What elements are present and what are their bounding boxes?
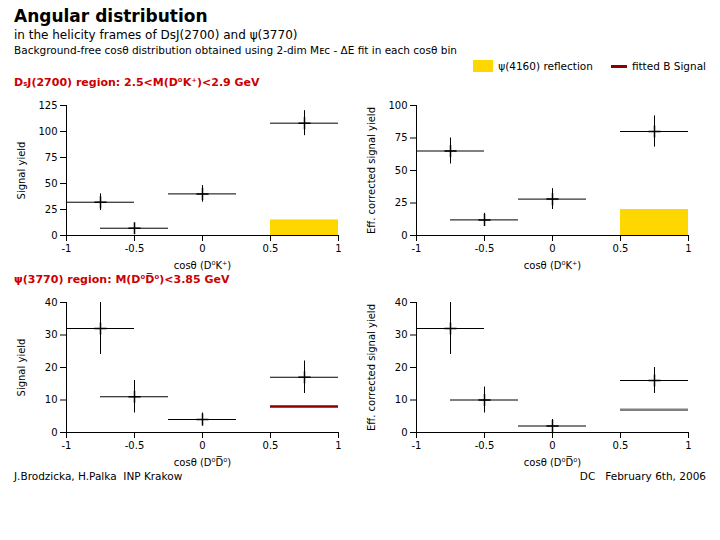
svg-text:40: 40 xyxy=(395,297,408,308)
svg-text:0.5: 0.5 xyxy=(263,243,279,254)
svg-text:0: 0 xyxy=(199,243,205,254)
svg-text:0: 0 xyxy=(401,230,407,241)
svg-text:0: 0 xyxy=(401,427,407,438)
svg-text:-0.5: -0.5 xyxy=(475,243,495,254)
svg-text:1: 1 xyxy=(335,440,341,451)
svg-text:0.5: 0.5 xyxy=(613,243,629,254)
html-text:J.Brodzicka, H.Palka INP Krako: J.Brodzicka, H.Palka INP Krakow xyxy=(14,470,183,482)
svg-text:30: 30 xyxy=(395,329,408,340)
html-text:fitted B Signal: fitted B Signal xyxy=(631,60,706,72)
svg-text:cosθ (D⁰D̅⁰): cosθ (D⁰D̅⁰) xyxy=(524,456,581,468)
svg-text:20: 20 xyxy=(395,362,408,373)
svg-text:20: 20 xyxy=(45,362,58,373)
svg-text:10: 10 xyxy=(45,394,58,405)
svg-text:10: 10 xyxy=(395,394,408,405)
svg-text:-0.5: -0.5 xyxy=(125,243,145,254)
svg-text:50: 50 xyxy=(395,165,408,176)
html-text:Background-free cosθ distribut: Background-free cosθ distribution obtain… xyxy=(14,44,457,56)
svg-text:100: 100 xyxy=(388,100,407,111)
svg-text:-1: -1 xyxy=(412,243,422,254)
svg-text:1: 1 xyxy=(685,243,691,254)
svg-text:100: 100 xyxy=(38,126,57,137)
svg-text:30: 30 xyxy=(45,329,58,340)
svg-text:0: 0 xyxy=(51,427,57,438)
svg-text:40: 40 xyxy=(45,297,58,308)
svg-text:Eff. corrected signal yield: Eff. corrected signal yield xyxy=(366,304,377,431)
svg-text:cosθ (D⁰K⁺): cosθ (D⁰K⁺) xyxy=(524,260,582,271)
svg-text:-1: -1 xyxy=(62,243,72,254)
svg-text:Signal yield: Signal yield xyxy=(16,339,27,397)
svg-text:-0.5: -0.5 xyxy=(475,440,495,451)
svg-text:1: 1 xyxy=(685,440,691,451)
svg-text:cosθ (D⁰D̅⁰): cosθ (D⁰D̅⁰) xyxy=(174,456,231,468)
svg-text:cosθ (D⁰K⁺): cosθ (D⁰K⁺) xyxy=(174,260,232,271)
svg-text:0.5: 0.5 xyxy=(263,440,279,451)
svg-text:-0.5: -0.5 xyxy=(125,440,145,451)
svg-text:125: 125 xyxy=(38,100,57,111)
html-text:DC February 6th, 2006: DC February 6th, 2006 xyxy=(579,470,706,482)
svg-text:25: 25 xyxy=(45,204,58,215)
svg-text:-1: -1 xyxy=(412,440,422,451)
svg-text:50: 50 xyxy=(45,178,58,189)
html-text:ψ(3770) region: M(D⁰D̅⁰)<3.85: ψ(3770) region: M(D⁰D̅⁰)<3.85 GeV xyxy=(14,273,230,286)
html-text:in the helicity frames of DsJ(: in the helicity frames of DsJ(2700) and … xyxy=(14,28,298,42)
html-text:Angular distribution: Angular distribution xyxy=(14,6,208,26)
svg-text:75: 75 xyxy=(395,132,408,143)
svg-text:0: 0 xyxy=(199,440,205,451)
svg-text:1: 1 xyxy=(335,243,341,254)
svg-text:0: 0 xyxy=(549,440,555,451)
html-text:DₛJ(2700) region: 2.5<M(D⁰K⁺)<: DₛJ(2700) region: 2.5<M(D⁰K⁺)<2.9 GeV xyxy=(14,76,260,89)
svg-text:0: 0 xyxy=(51,230,57,241)
svg-text:0: 0 xyxy=(549,243,555,254)
svg-text:Signal yield: Signal yield xyxy=(16,142,27,200)
svg-text:-1: -1 xyxy=(62,440,72,451)
svg-text:0.5: 0.5 xyxy=(613,440,629,451)
svg-text:75: 75 xyxy=(45,152,58,163)
svg-text:25: 25 xyxy=(395,197,408,208)
html-text:ψ(4160) reflection: ψ(4160) reflection xyxy=(498,60,593,72)
svg-text:Eff. corrected signal yield: Eff. corrected signal yield xyxy=(366,107,377,234)
